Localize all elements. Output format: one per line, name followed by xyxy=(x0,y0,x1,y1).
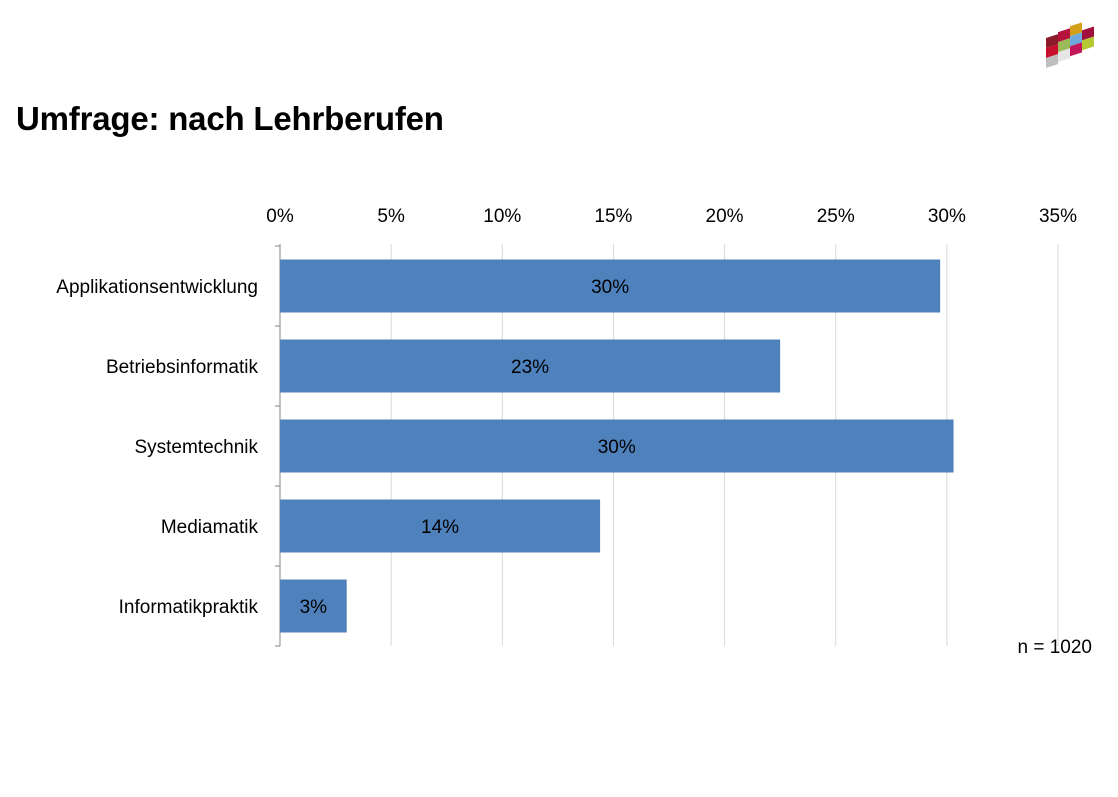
bar xyxy=(280,499,601,553)
logo-icon xyxy=(1046,22,1094,69)
page-title: Umfrage: nach Lehrberufen xyxy=(16,100,444,137)
x-tick-label: 30% xyxy=(928,206,966,227)
data-label: 30% xyxy=(591,277,629,298)
category-label: Applikationsentwicklung xyxy=(56,277,258,298)
data-label: 30% xyxy=(598,437,636,458)
x-tick-label: 25% xyxy=(817,206,855,227)
x-tick-label: 35% xyxy=(1039,206,1077,227)
x-tick-label: 0% xyxy=(266,206,294,227)
sample-size-note: n = 1020 xyxy=(1017,637,1093,658)
x-tick-label: 5% xyxy=(377,206,405,227)
x-tick-label: 20% xyxy=(706,206,744,227)
data-label: 23% xyxy=(511,357,549,378)
category-label: Mediamatik xyxy=(161,517,259,538)
bar xyxy=(280,579,347,633)
category-label: Betriebsinformatik xyxy=(106,357,259,378)
x-tick-label: 15% xyxy=(594,206,632,227)
x-tick-label: 10% xyxy=(483,206,521,227)
bar xyxy=(280,339,781,393)
data-label: 3% xyxy=(300,597,328,618)
category-label: Informatikpraktik xyxy=(119,597,259,618)
data-label: 14% xyxy=(421,517,459,538)
bar xyxy=(280,259,941,313)
bar xyxy=(280,419,954,473)
category-label: Systemtechnik xyxy=(134,437,258,458)
